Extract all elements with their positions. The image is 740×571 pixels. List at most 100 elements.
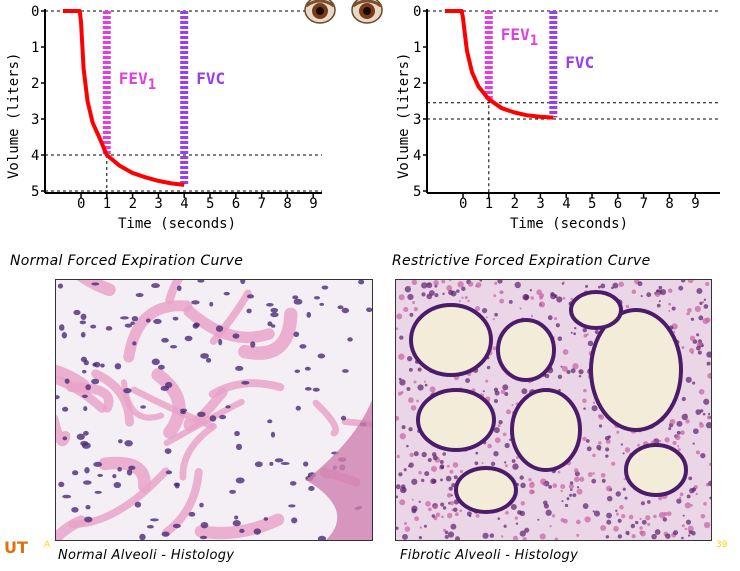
tissue-texture — [656, 303, 661, 308]
tissue-texture — [520, 482, 526, 489]
tissue-texture — [430, 478, 436, 485]
tissue-texture — [188, 511, 196, 517]
tissue-texture — [406, 386, 411, 391]
tissue-texture — [680, 430, 685, 436]
tissue-texture — [592, 401, 596, 404]
tissue-texture — [569, 493, 573, 497]
tissue-texture — [90, 324, 97, 329]
tissue-texture — [690, 504, 693, 507]
tissue-texture — [499, 298, 505, 304]
y-tick-label: 5 — [31, 184, 39, 200]
tissue-texture — [568, 483, 575, 489]
tissue-texture — [165, 280, 183, 305]
tissue-texture — [585, 284, 589, 288]
tissue-texture — [347, 337, 353, 342]
tissue-texture — [542, 481, 546, 486]
tissue-texture — [630, 523, 636, 529]
tissue-texture — [409, 312, 414, 317]
y-tick-label: 1 — [413, 40, 421, 56]
tissue-texture — [695, 450, 700, 455]
tissue-texture — [569, 481, 574, 485]
x-tick-label: 4 — [180, 196, 188, 212]
tissue-texture — [151, 283, 160, 289]
x-tick-label: 0 — [459, 196, 467, 212]
x-tick-label: 8 — [283, 196, 291, 212]
tissue-texture — [295, 405, 301, 411]
tissue-texture — [288, 504, 296, 508]
tissue-texture — [587, 472, 593, 477]
tissue-texture — [441, 280, 446, 284]
tissue-texture — [459, 509, 463, 513]
tissue-texture — [576, 533, 580, 537]
tissue-texture — [270, 307, 279, 313]
tissue-texture — [550, 293, 557, 300]
y-axis-title: Volume (liters) — [6, 53, 22, 179]
tissue-texture — [117, 466, 122, 472]
tissue-texture — [693, 428, 699, 435]
tissue-texture — [124, 440, 133, 447]
tissue-texture — [235, 365, 244, 371]
tissue-texture — [304, 366, 311, 371]
tissue-texture — [685, 376, 692, 383]
tissue-texture — [617, 534, 623, 539]
tissue-texture — [702, 317, 709, 325]
tissue-texture — [459, 469, 463, 474]
tissue-texture — [465, 378, 471, 383]
tissue-texture — [411, 498, 414, 501]
tissue-texture — [699, 301, 703, 305]
tissue-texture — [689, 335, 696, 341]
tissue-texture — [475, 284, 478, 288]
tissue-texture — [706, 361, 711, 366]
tissue-texture — [91, 282, 100, 286]
tissue-texture — [406, 444, 409, 448]
tissue-texture — [80, 313, 87, 320]
y-tick-label: 1 — [31, 40, 39, 56]
fev1-label: FEV1 — [501, 25, 538, 49]
tissue-texture — [497, 517, 501, 520]
fev1-subscript: 1 — [530, 33, 538, 49]
tissue-texture — [699, 421, 703, 425]
tissue-texture — [654, 291, 661, 298]
tissue-texture — [423, 380, 427, 383]
tissue-texture — [500, 389, 506, 395]
tissue-texture — [566, 497, 570, 501]
tissue-texture — [434, 293, 439, 298]
y-tick-label: 0 — [31, 4, 39, 20]
tissue-texture — [545, 509, 552, 516]
tissue-texture — [404, 526, 411, 532]
tissue-texture — [423, 524, 427, 528]
tissue-texture — [446, 285, 453, 291]
tissue-texture — [583, 388, 587, 393]
eyes-icon — [303, 0, 337, 26]
tissue-texture — [293, 331, 300, 338]
tissue-texture — [431, 452, 437, 457]
tissue-texture — [450, 494, 453, 497]
tissue-texture — [317, 535, 327, 540]
tissue-texture — [548, 484, 553, 489]
tissue-texture — [139, 533, 146, 540]
tissue-texture — [645, 515, 651, 521]
tissue-texture — [547, 315, 553, 321]
tissue-texture — [554, 317, 558, 321]
tissue-texture — [605, 535, 610, 539]
tissue-texture — [557, 336, 563, 341]
tissue-texture — [399, 335, 404, 340]
tissue-texture — [161, 337, 169, 343]
normal-histology-caption: Normal Alveoli - Histology — [58, 548, 235, 563]
tissue-texture — [707, 412, 711, 416]
tissue-texture — [569, 488, 573, 491]
tissue-texture — [413, 380, 417, 384]
tissue-texture — [700, 513, 706, 519]
tissue-texture — [499, 290, 504, 295]
tissue-texture — [701, 344, 704, 348]
tissue-texture — [396, 526, 399, 530]
tissue-texture — [289, 481, 297, 486]
spirometry-charts: FEV1 FVC 0 1 2 3 4 5 0 1 2 3 4 5 6 7 8 9 Time (seconds) Vol… — [6, 4, 720, 232]
tissue-texture — [396, 313, 403, 320]
tissue-texture — [658, 300, 661, 303]
tissue-texture — [294, 369, 301, 373]
tissue-texture — [582, 436, 587, 441]
tissue-texture — [600, 283, 606, 289]
tissue-texture — [113, 481, 122, 489]
tissue-texture — [408, 465, 411, 468]
